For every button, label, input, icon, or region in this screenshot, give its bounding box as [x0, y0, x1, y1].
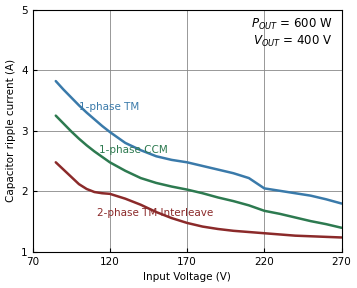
Y-axis label: Capacitor ripple current (A): Capacitor ripple current (A) — [6, 59, 16, 202]
Text: 1-phase CCM: 1-phase CCM — [99, 145, 168, 155]
Text: $P_{OUT}$ = 600 W
$V_{OUT}$ = 400 V: $P_{OUT}$ = 600 W $V_{OUT}$ = 400 V — [251, 17, 332, 49]
Text: 2-phase TM Interleave: 2-phase TM Interleave — [97, 208, 214, 218]
X-axis label: Input Voltage (V): Input Voltage (V) — [143, 272, 231, 283]
Text: 1-phase TM: 1-phase TM — [79, 102, 139, 111]
